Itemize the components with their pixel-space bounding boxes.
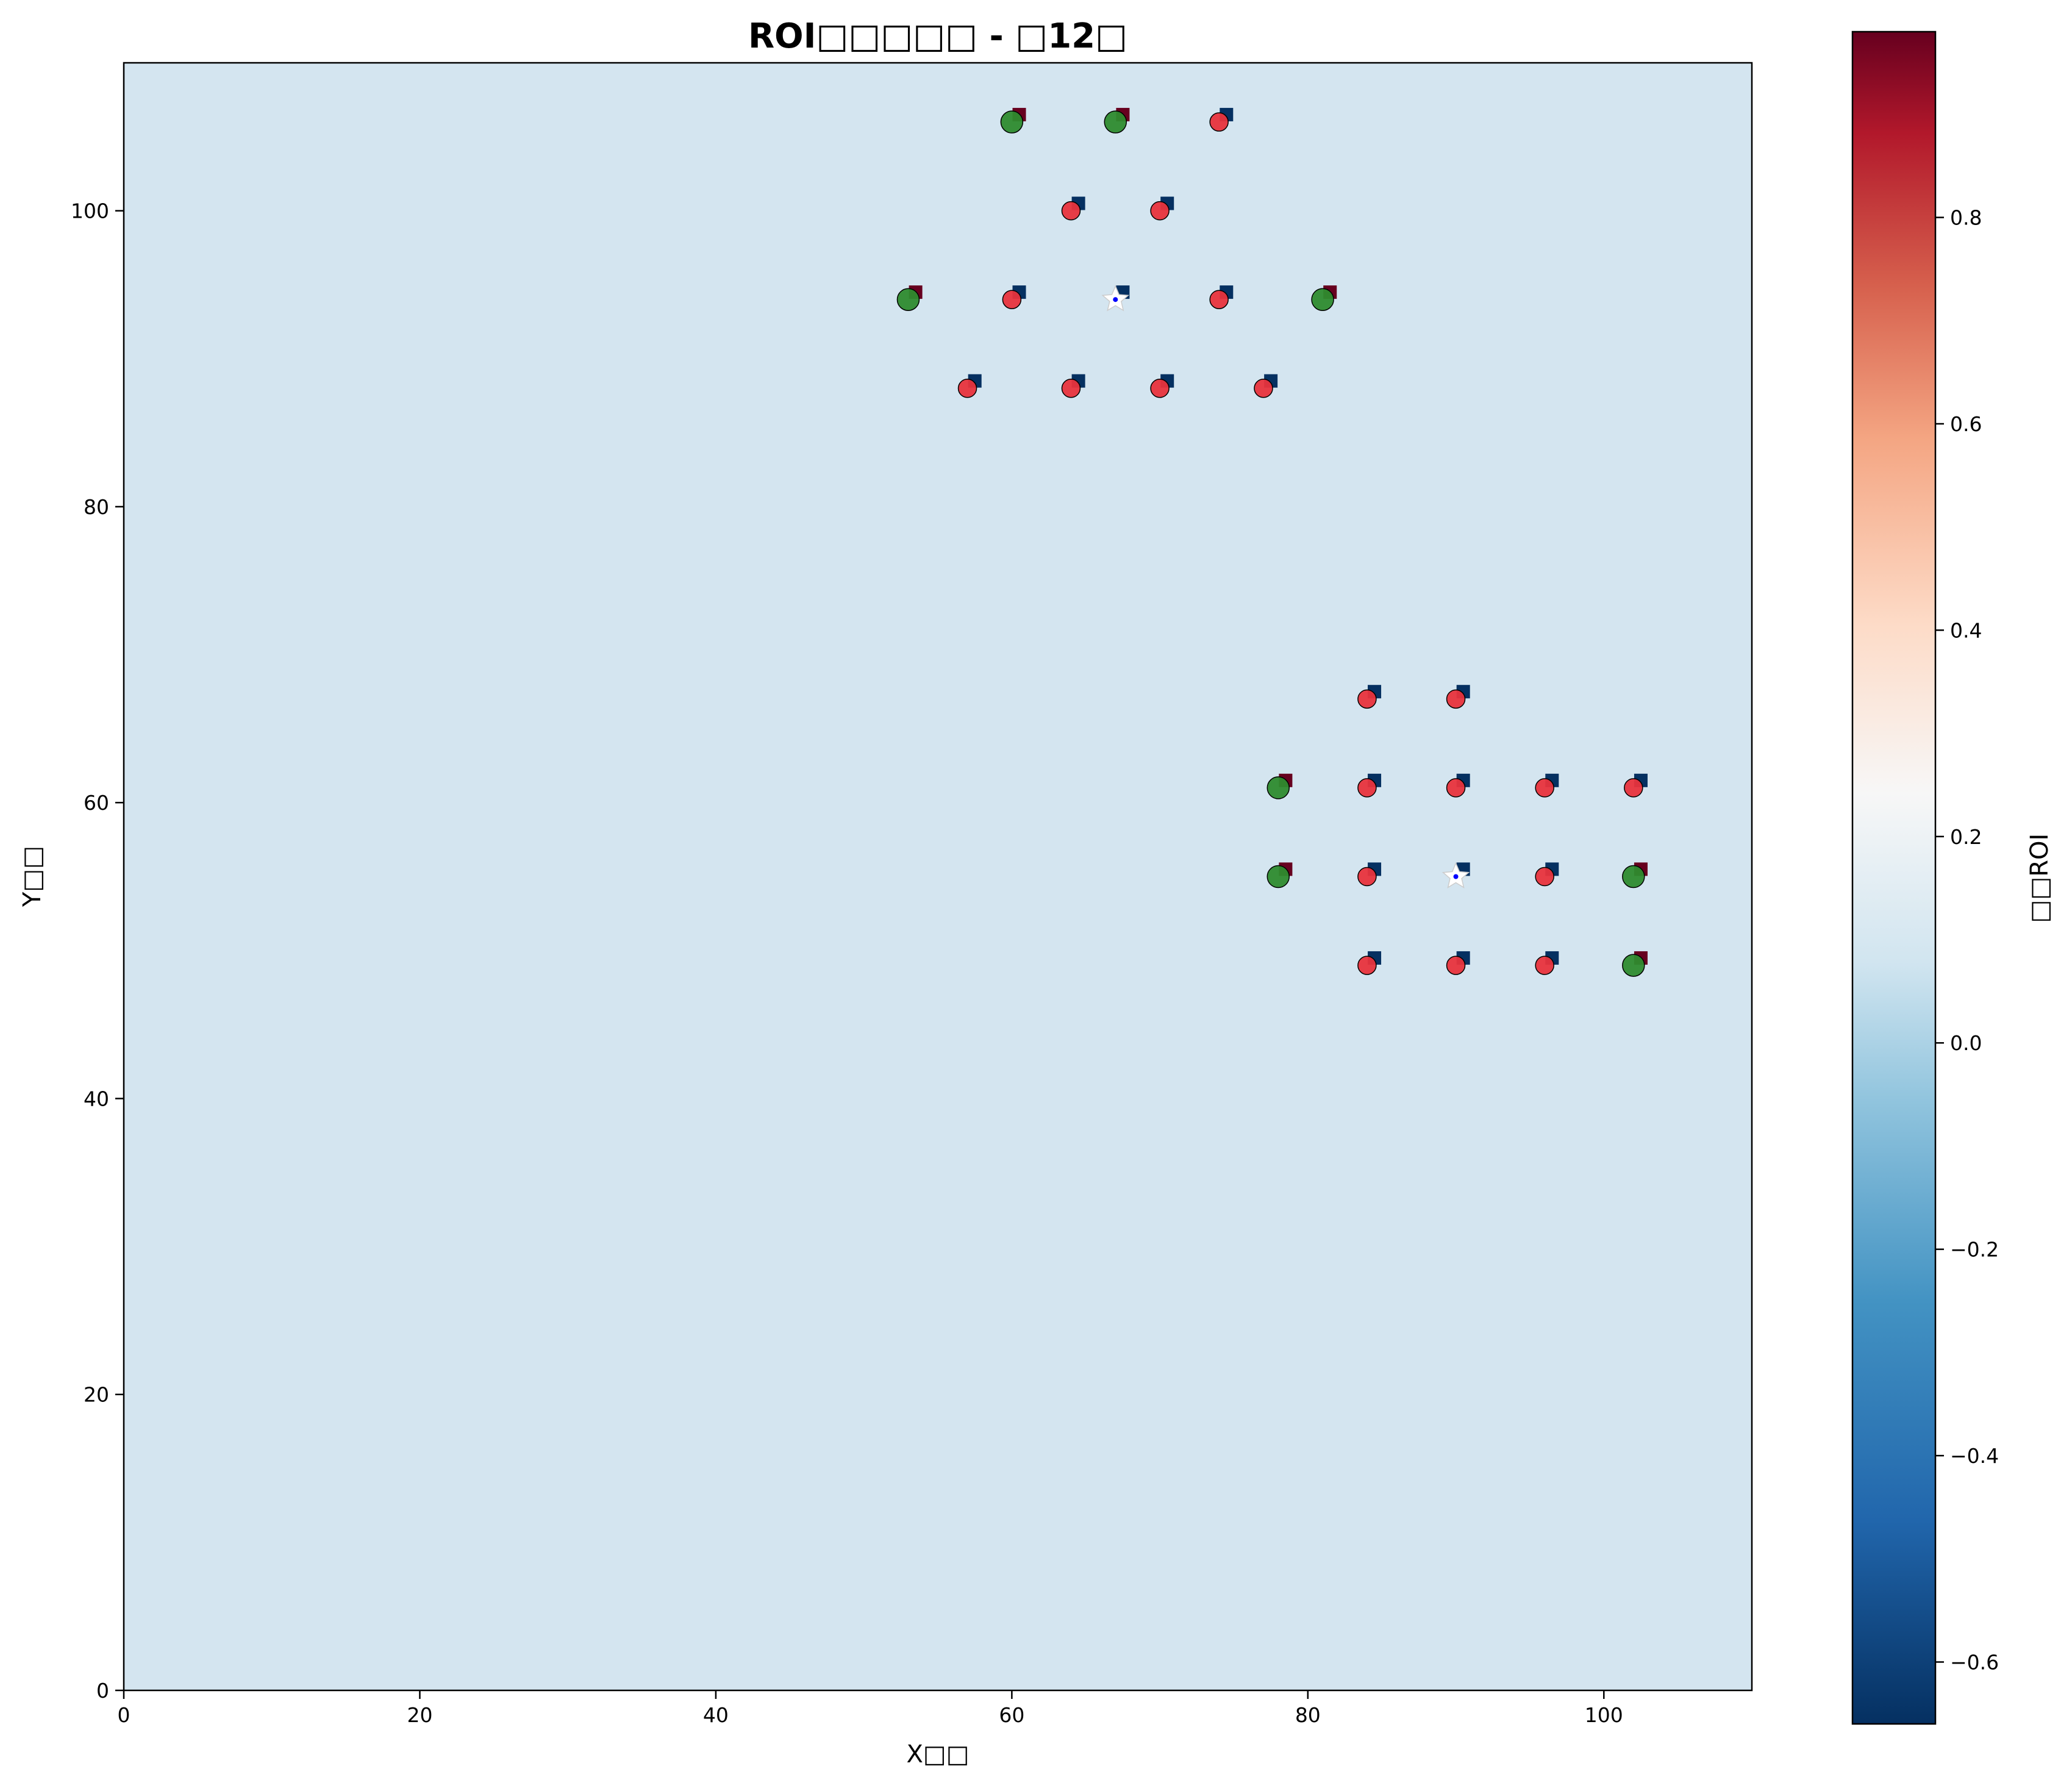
green-circle-marker [1104,110,1127,134]
x-tick-label: 0 [118,1703,130,1727]
y-tick-label: 20 [84,1383,109,1407]
green-circle-marker [1000,110,1024,134]
red-circle-marker [1535,956,1554,975]
colorbar-tick-label: 0.4 [1950,618,1982,642]
green-circle-marker [1266,776,1290,799]
colorbar-tick-label: 0.6 [1950,412,1982,436]
red-circle-marker [1535,867,1554,887]
x-tick-label: 100 [1585,1703,1623,1727]
x-tick-label: 40 [703,1703,729,1727]
star-center-dot [1453,874,1459,879]
colorbar-tick-label: −0.2 [1950,1238,1999,1262]
red-circle-marker [1624,778,1643,798]
green-circle-marker [1622,954,1645,977]
colorbar-label: □□ROI [2026,834,2054,923]
red-circle-marker [1357,867,1377,887]
red-circle-marker [1150,379,1170,398]
y-tick-label: 40 [84,1087,109,1110]
red-circle-marker [1357,778,1377,798]
colorbar-tick-label: 0.2 [1950,825,1982,849]
red-circle-marker [1209,290,1229,309]
red-circle-marker [1150,201,1170,221]
colorbar [1851,30,1937,1725]
data-markers [896,107,1648,977]
colorbar-tick-label: 0.8 [1950,206,1982,230]
y-tick-label: 0 [96,1679,109,1703]
plot-frame [123,62,1753,1692]
plot-background [124,63,1752,1690]
y-axis: 0 20 40 60 80 100 [71,199,124,1703]
red-circle-marker [1254,379,1273,398]
green-circle-marker [1311,288,1334,311]
red-circle-marker [1357,956,1377,975]
x-tick-label: 80 [1295,1703,1321,1727]
x-tick-label: 60 [999,1703,1024,1727]
x-axis: 0 20 40 60 80 100 [118,1690,1623,1727]
green-circle-marker [1622,865,1645,888]
red-circle-marker [1061,201,1081,221]
green-circle-marker [1266,865,1290,888]
red-circle-marker [1446,956,1466,975]
chart-title: ROI□□□□□ - □12□ [748,16,1127,56]
red-circle-marker [1002,290,1022,309]
red-circle-marker [957,379,977,398]
x-tick-label: 20 [407,1703,432,1727]
star-center-dot [1113,297,1118,302]
red-circle-marker [1535,778,1554,798]
red-circle-marker [1446,778,1466,798]
y-tick-label: 60 [84,791,109,815]
colorbar-ticks: −0.6 −0.4 −0.2 0.0 0.2 0.4 0.6 0.8 [1935,206,1999,1674]
colorbar-tick-label: −0.6 [1950,1650,1999,1674]
colorbar-tick-label: 0.0 [1950,1031,1982,1055]
red-circle-marker [1446,689,1466,709]
green-circle-marker [896,288,920,311]
red-circle-marker [1209,112,1229,132]
red-circle-marker [1357,689,1377,709]
y-tick-label: 100 [71,199,109,223]
y-axis-label: Y□□ [18,846,46,907]
y-tick-label: 80 [84,495,109,519]
x-axis-label: X□□ [907,1740,970,1768]
red-circle-marker [1061,379,1081,398]
colorbar-tick-label: −0.4 [1950,1444,1999,1468]
